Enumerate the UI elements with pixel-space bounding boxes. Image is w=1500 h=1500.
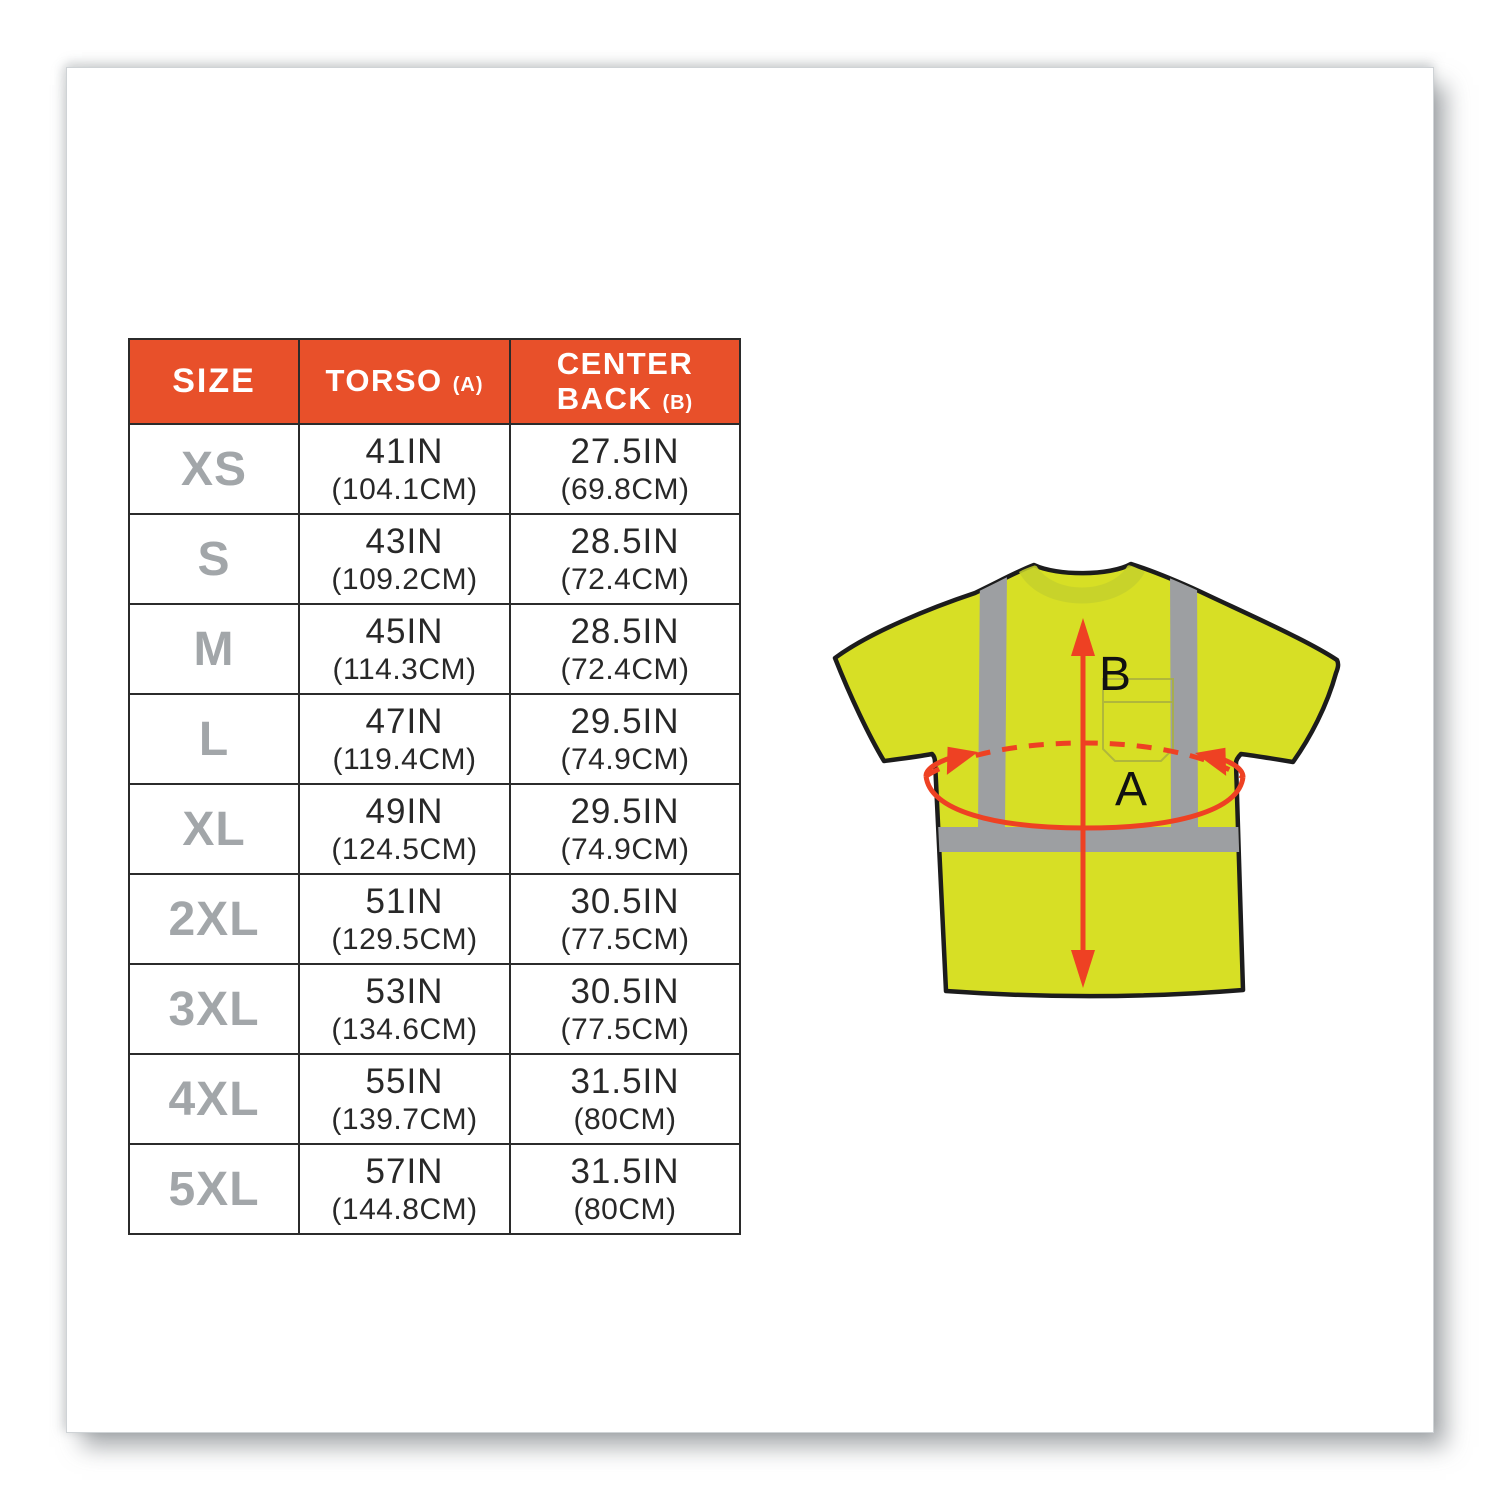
torso-centimeters: (134.6CM)	[331, 1012, 478, 1046]
torso-value: 45IN (114.3CM)	[298, 603, 511, 695]
table-row: M 45IN (114.3CM) 28.5IN (72.4CM)	[128, 603, 741, 695]
torso-value: 47IN (119.4CM)	[298, 693, 511, 785]
back-inches: 28.5IN	[570, 521, 680, 561]
size-label: M	[128, 603, 300, 695]
back-centimeters: (72.4CM)	[560, 652, 690, 686]
back-value: 30.5IN (77.5CM)	[509, 873, 741, 965]
right-reflective-stripe	[1170, 566, 1198, 829]
back-inches: 30.5IN	[570, 971, 680, 1011]
torso-centimeters: (139.7CM)	[331, 1102, 478, 1136]
table-header-row: SIZE TORSO (A) CENTER BACK (B)	[128, 338, 741, 425]
torso-inches: 51IN	[365, 881, 444, 921]
torso-value: 49IN (124.5CM)	[298, 783, 511, 875]
size-label: 4XL	[128, 1053, 300, 1145]
back-inches: 28.5IN	[570, 611, 680, 651]
back-inches: 31.5IN	[570, 1151, 680, 1191]
torso-centimeters: (104.1CM)	[331, 472, 478, 506]
header-back-sub: (B)	[662, 391, 694, 414]
header-size-label: SIZE	[172, 362, 256, 401]
size-label: 5XL	[128, 1143, 300, 1235]
back-centimeters: (77.5CM)	[560, 922, 690, 956]
back-centimeters: (74.9CM)	[560, 832, 690, 866]
torso-arrowheads	[946, 746, 1227, 776]
back-centimeters: (69.8CM)	[560, 472, 690, 506]
torso-centimeters: (114.3CM)	[332, 652, 477, 686]
chest-pocket	[1102, 678, 1174, 762]
hi-vis-shirt-diagram: B A	[815, 548, 1375, 1028]
torso-centimeters: (129.5CM)	[331, 922, 478, 956]
left-reflective-stripe	[978, 566, 1007, 829]
torso-inches: 57IN	[365, 1151, 444, 1191]
back-inches: 30.5IN	[570, 881, 680, 921]
size-label: L	[128, 693, 300, 785]
back-value: 28.5IN (72.4CM)	[509, 513, 741, 605]
back-value: 31.5IN (80CM)	[509, 1053, 741, 1145]
torso-value: 41IN (104.1CM)	[298, 423, 511, 515]
waist-reflective-stripe	[920, 827, 1255, 852]
shirt-collar	[1019, 565, 1145, 604]
torso-value: 53IN (134.6CM)	[298, 963, 511, 1055]
table-row: L 47IN (119.4CM) 29.5IN (74.9CM)	[128, 693, 741, 785]
table-row: 3XL 53IN (134.6CM) 30.5IN (77.5CM)	[128, 963, 741, 1055]
back-centimeters: (77.5CM)	[560, 1012, 690, 1046]
shirt-body	[832, 561, 1341, 999]
label-b: B	[1099, 648, 1131, 701]
torso-centimeters: (109.2CM)	[331, 562, 478, 596]
back-centimeters: (80CM)	[573, 1102, 677, 1136]
back-inches: 29.5IN	[570, 701, 680, 741]
torso-value: 43IN (109.2CM)	[298, 513, 511, 605]
back-value: 31.5IN (80CM)	[509, 1143, 741, 1235]
torso-value: 57IN (144.8CM)	[298, 1143, 511, 1235]
label-a: A	[1115, 763, 1147, 816]
table-row: XS 41IN (104.1CM) 27.5IN (69.8CM)	[128, 423, 741, 515]
torso-value: 51IN (129.5CM)	[298, 873, 511, 965]
torso-inches: 43IN	[365, 521, 444, 561]
back-value: 27.5IN (69.8CM)	[509, 423, 741, 515]
back-value: 28.5IN (72.4CM)	[509, 603, 741, 695]
center-back-measurement-arrow	[1071, 618, 1095, 988]
header-size: SIZE	[128, 338, 300, 425]
size-chart-table: SIZE TORSO (A) CENTER BACK (B) XS	[128, 338, 741, 1235]
size-label: 2XL	[128, 873, 300, 965]
shirt-illustration: B A	[832, 561, 1341, 999]
table-row: 2XL 51IN (129.5CM) 30.5IN (77.5CM)	[128, 873, 741, 965]
size-label: S	[128, 513, 300, 605]
back-value: 30.5IN (77.5CM)	[509, 963, 741, 1055]
table-row: XL 49IN (124.5CM) 29.5IN (74.9CM)	[128, 783, 741, 875]
size-label: XL	[128, 783, 300, 875]
back-centimeters: (74.9CM)	[560, 742, 690, 776]
table-row: 4XL 55IN (139.7CM) 31.5IN (80CM)	[128, 1053, 741, 1145]
header-torso: TORSO (A)	[298, 338, 511, 425]
back-value: 29.5IN (74.9CM)	[509, 783, 741, 875]
table-row: 5XL 57IN (144.8CM) 31.5IN (80CM)	[128, 1143, 741, 1235]
torso-value: 55IN (139.7CM)	[298, 1053, 511, 1145]
torso-centimeters: (144.8CM)	[331, 1192, 478, 1226]
back-centimeters: (72.4CM)	[560, 562, 690, 596]
torso-inches: 47IN	[365, 701, 444, 741]
white-card: SIZE TORSO (A) CENTER BACK (B) XS	[66, 67, 1434, 1433]
header-back-label: BACK	[556, 380, 653, 416]
header-center-label: CENTER	[556, 345, 694, 381]
size-label: XS	[128, 423, 300, 515]
torso-centimeters: (124.5CM)	[331, 832, 478, 866]
back-inches: 27.5IN	[570, 431, 680, 471]
header-torso-sub: (A)	[452, 374, 484, 397]
header-torso-label: TORSO	[325, 363, 443, 399]
back-centimeters: (80CM)	[573, 1192, 677, 1226]
header-center-back: CENTER BACK (B)	[509, 338, 741, 425]
torso-inches: 41IN	[365, 431, 444, 471]
torso-inches: 55IN	[365, 1061, 444, 1101]
torso-inches: 49IN	[365, 791, 444, 831]
back-inches: 29.5IN	[570, 791, 680, 831]
back-value: 29.5IN (74.9CM)	[509, 693, 741, 785]
size-label: 3XL	[128, 963, 300, 1055]
torso-centimeters: (119.4CM)	[332, 742, 477, 776]
back-inches: 31.5IN	[570, 1061, 680, 1101]
torso-inches: 45IN	[365, 611, 444, 651]
table-row: S 43IN (109.2CM) 28.5IN (72.4CM)	[128, 513, 741, 605]
torso-inches: 53IN	[365, 971, 444, 1011]
